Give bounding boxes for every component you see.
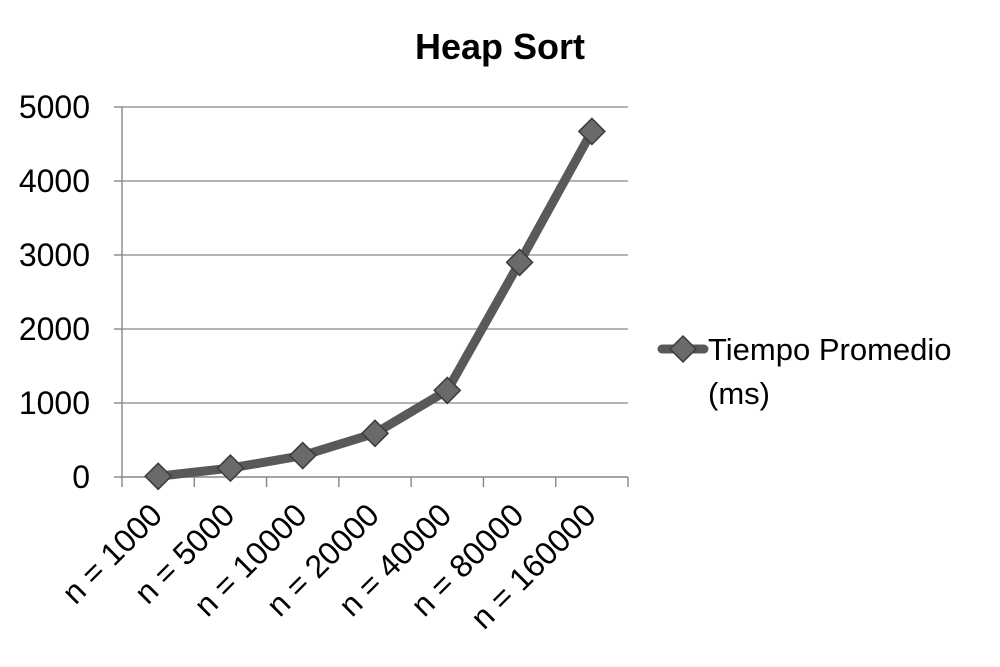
data-point-marker — [433, 376, 462, 405]
y-tick-label: 2000 — [19, 311, 90, 347]
gridlines — [122, 106, 628, 404]
y-tick-label: 3000 — [19, 237, 90, 273]
axes — [114, 106, 629, 487]
data-point-marker — [216, 454, 245, 483]
legend-label: (ms) — [708, 376, 770, 411]
legend: Tiempo Promedio (ms) — [657, 332, 952, 411]
y-tick-label: 0 — [72, 459, 90, 495]
legend-label: Tiempo Promedio — [708, 332, 952, 367]
data-point-marker — [360, 419, 390, 448]
data-point-marker — [577, 117, 606, 146]
y-tick-label: 4000 — [19, 163, 90, 199]
y-axis-tick-labels: 0 1000 2000 3000 4000 5000 — [19, 89, 90, 495]
data-point-marker — [505, 248, 534, 277]
legend-diamond-swatch — [668, 334, 698, 364]
series-layer — [144, 117, 606, 491]
chart-title: Heap Sort — [415, 26, 585, 67]
data-point-marker — [288, 441, 317, 470]
y-tick-label: 5000 — [19, 89, 90, 125]
data-point-marker — [144, 462, 173, 491]
y-tick-label: 1000 — [19, 385, 90, 421]
